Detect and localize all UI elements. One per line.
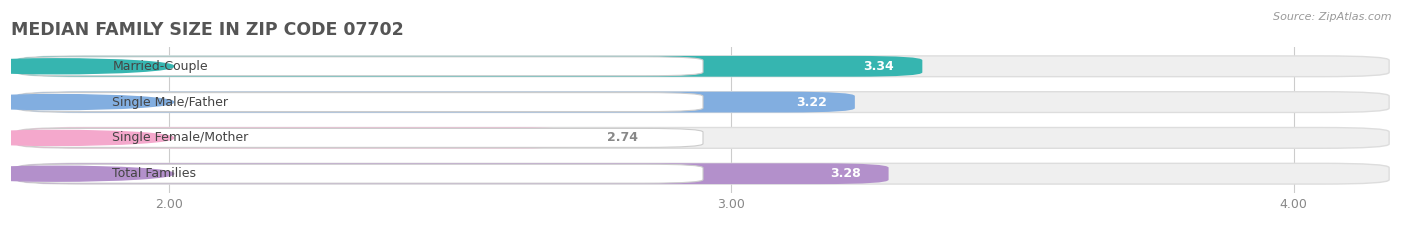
FancyBboxPatch shape xyxy=(17,92,855,113)
FancyBboxPatch shape xyxy=(17,56,922,77)
Text: Single Male/Father: Single Male/Father xyxy=(112,96,229,109)
Circle shape xyxy=(0,95,174,110)
FancyBboxPatch shape xyxy=(17,163,889,184)
FancyBboxPatch shape xyxy=(17,163,1389,184)
Text: Source: ZipAtlas.com: Source: ZipAtlas.com xyxy=(1274,12,1392,22)
Text: Single Female/Mother: Single Female/Mother xyxy=(112,131,249,144)
Text: 3.22: 3.22 xyxy=(796,96,827,109)
FancyBboxPatch shape xyxy=(17,128,703,147)
Text: Total Families: Total Families xyxy=(112,167,197,180)
Circle shape xyxy=(0,166,174,181)
FancyBboxPatch shape xyxy=(17,127,1389,148)
FancyBboxPatch shape xyxy=(17,92,1389,113)
FancyBboxPatch shape xyxy=(17,127,585,148)
FancyBboxPatch shape xyxy=(17,56,1389,77)
FancyBboxPatch shape xyxy=(17,57,703,76)
Text: MEDIAN FAMILY SIZE IN ZIP CODE 07702: MEDIAN FAMILY SIZE IN ZIP CODE 07702 xyxy=(11,21,404,39)
Text: 2.74: 2.74 xyxy=(607,131,638,144)
FancyBboxPatch shape xyxy=(17,164,703,183)
Text: 3.28: 3.28 xyxy=(830,167,860,180)
Text: Married-Couple: Married-Couple xyxy=(112,60,208,73)
Circle shape xyxy=(0,59,174,74)
Text: 3.34: 3.34 xyxy=(863,60,894,73)
FancyBboxPatch shape xyxy=(17,93,703,112)
Circle shape xyxy=(0,130,174,145)
